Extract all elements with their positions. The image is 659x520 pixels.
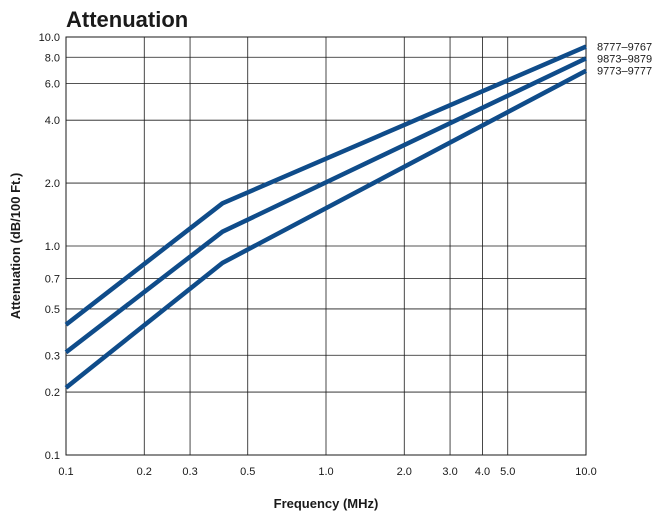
y-tick-label: 6.0: [45, 78, 60, 90]
y-tick-label: 4.0: [45, 115, 60, 127]
series-line-2: [64, 56, 587, 355]
x-tick-label: 0.2: [137, 466, 152, 478]
series-line-3: [64, 68, 588, 390]
tick-labels: 0.1 0.2 0.3 0.5 1.0 2.0 3.0 4.0 5.0 10.0 0.1 0.2 0.3…: [39, 32, 597, 478]
y-tick-label: 0.3: [45, 350, 60, 362]
y-tick-label: 0.1: [45, 450, 60, 462]
x-tick-label: 0.1: [58, 466, 73, 478]
y-tick-label: 0.7: [45, 273, 60, 285]
x-tick-label: 0.3: [182, 466, 197, 478]
legend-label: 8777–9767: [597, 42, 652, 54]
legend-label: 9873–9879: [597, 53, 652, 65]
y-tick-label: 1.0: [45, 241, 60, 253]
x-tick-label: 5.0: [500, 466, 515, 478]
y-tick-label: 0.2: [45, 387, 60, 399]
grid: [65, 36, 587, 456]
y-tick-label: 2.0: [45, 178, 60, 190]
plot-frame: [65, 36, 587, 456]
series-lines: [64, 44, 588, 390]
legend-label: 9773–9777: [597, 66, 652, 78]
x-tick-label: 1.0: [318, 466, 333, 478]
y-tick-label: 8.0: [45, 52, 60, 64]
x-tick-label: 10.0: [575, 466, 596, 478]
x-tick-label: 4.0: [475, 466, 490, 478]
chart-title: Attenuation: [66, 7, 188, 32]
x-tick-label: 2.0: [397, 466, 412, 478]
y-axis-title: Attenuation (dB/100 Ft.): [8, 173, 23, 320]
x-axis-title: Frequency (MHz): [274, 496, 379, 511]
series-line-1: [64, 44, 587, 327]
y-tick-label: 10.0: [39, 32, 60, 44]
y-tick-label: 0.5: [45, 304, 60, 316]
x-tick-label: 3.0: [442, 466, 457, 478]
x-tick-label: 0.5: [240, 466, 255, 478]
